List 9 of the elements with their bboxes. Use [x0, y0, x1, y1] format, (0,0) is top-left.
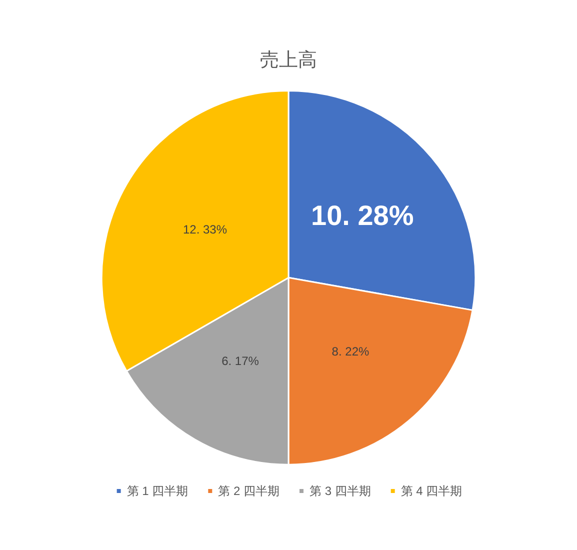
legend-label: 第 3 四半期 — [310, 484, 371, 498]
legend-label: 第 2 四半期 — [218, 484, 280, 498]
chart-title: 売上高 — [260, 49, 317, 71]
data-label: 8. 22% — [332, 344, 370, 359]
data-label: 10. 28% — [311, 200, 414, 232]
data-label: 12. 33% — [182, 222, 228, 236]
legend-label: 第 4 四半期 — [400, 484, 462, 498]
legend-label: 第 1 四半期 — [126, 484, 188, 498]
data-label: 6. 17% — [222, 354, 260, 368]
